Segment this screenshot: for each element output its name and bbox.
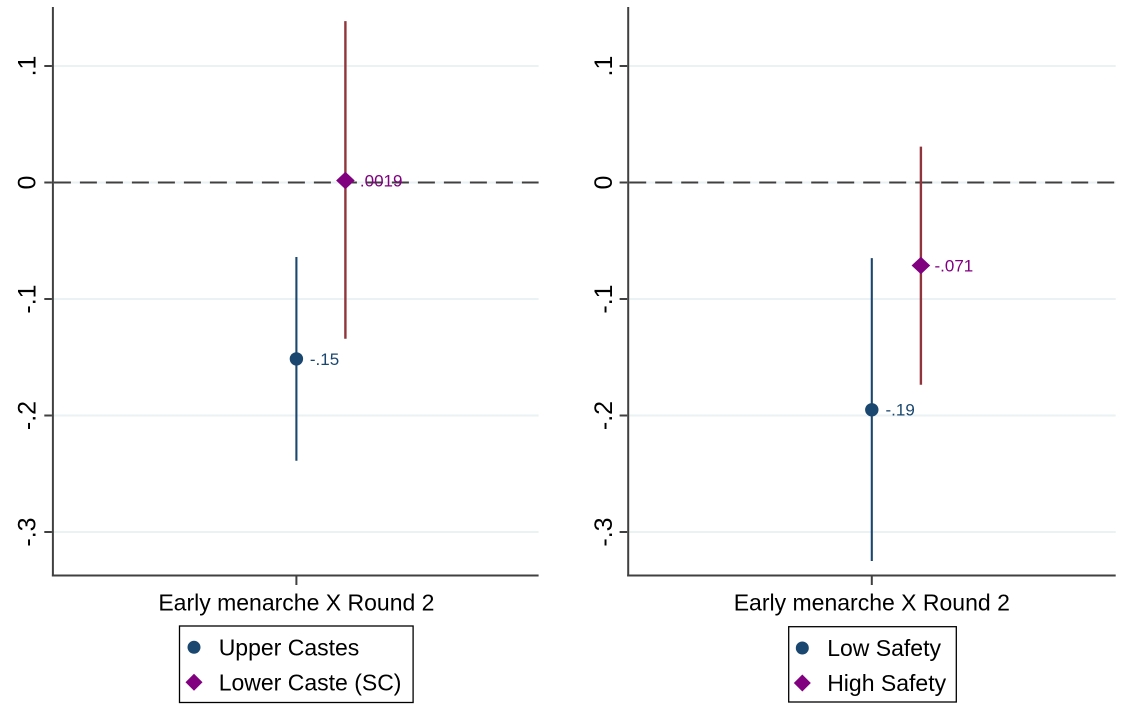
svg-text:.1: .1 bbox=[590, 56, 618, 77]
svg-text:.1: .1 bbox=[14, 56, 42, 77]
svg-text:-.1: -.1 bbox=[14, 284, 42, 313]
svg-text:-.15: -.15 bbox=[310, 350, 339, 369]
svg-text:High Safety: High Safety bbox=[827, 670, 946, 696]
svg-text:Early menarche X Round 2: Early menarche X Round 2 bbox=[734, 590, 1010, 616]
svg-text:.0019: .0019 bbox=[360, 171, 403, 190]
svg-text:0: 0 bbox=[590, 176, 618, 190]
svg-text:Low Safety: Low Safety bbox=[827, 635, 941, 661]
svg-text:0: 0 bbox=[14, 176, 42, 190]
svg-text:-.3: -.3 bbox=[14, 517, 42, 546]
svg-text:-.2: -.2 bbox=[590, 401, 618, 430]
svg-text:-.3: -.3 bbox=[590, 517, 618, 546]
svg-text:Lower Caste (SC): Lower Caste (SC) bbox=[219, 669, 402, 695]
svg-text:Early menarche X Round 2: Early menarche X Round 2 bbox=[158, 590, 434, 616]
svg-text:-.1: -.1 bbox=[590, 284, 618, 313]
svg-text:-.2: -.2 bbox=[14, 401, 42, 430]
svg-text:Upper Castes: Upper Castes bbox=[219, 634, 360, 660]
svg-text:-.071: -.071 bbox=[935, 256, 974, 275]
svg-text:-.19: -.19 bbox=[886, 401, 915, 420]
